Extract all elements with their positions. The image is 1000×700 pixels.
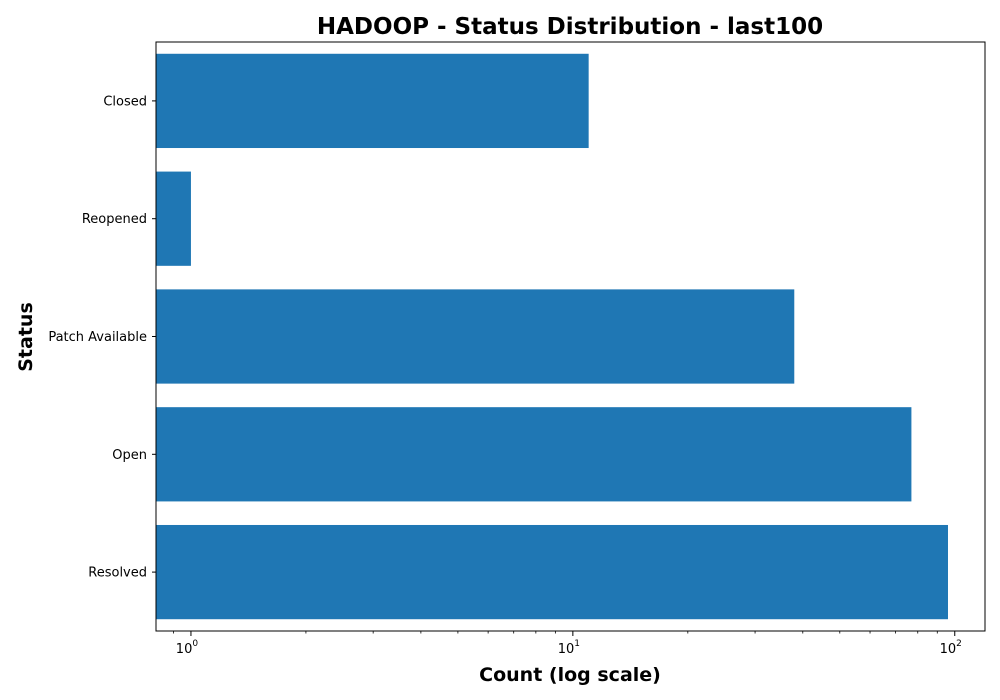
x-tick-label: 100 [176, 639, 199, 657]
x-axis-label: Count (log scale) [479, 664, 661, 686]
bar-reopened [156, 171, 191, 266]
x-tick-label: 101 [558, 639, 580, 657]
bar-open [156, 407, 912, 502]
chart-title: HADOOP - Status Distribution - last100 [317, 14, 823, 40]
plot-area: Closed Reopened Patch Available Open Resolve… [48, 41, 986, 657]
bar-patch-available [156, 289, 795, 384]
y-tick-label: Reopened [82, 212, 147, 227]
x-tick-label: 102 [940, 639, 962, 657]
y-tick-label: Open [112, 448, 147, 463]
y-tick-label: Patch Available [48, 330, 147, 345]
bar-resolved [156, 524, 948, 620]
bar-closed [156, 53, 589, 149]
y-axis-label: Status [15, 302, 37, 372]
axes-frame [155, 41, 986, 632]
y-tick-label: Closed [103, 94, 147, 109]
y-tick-label: Resolved [88, 566, 147, 581]
